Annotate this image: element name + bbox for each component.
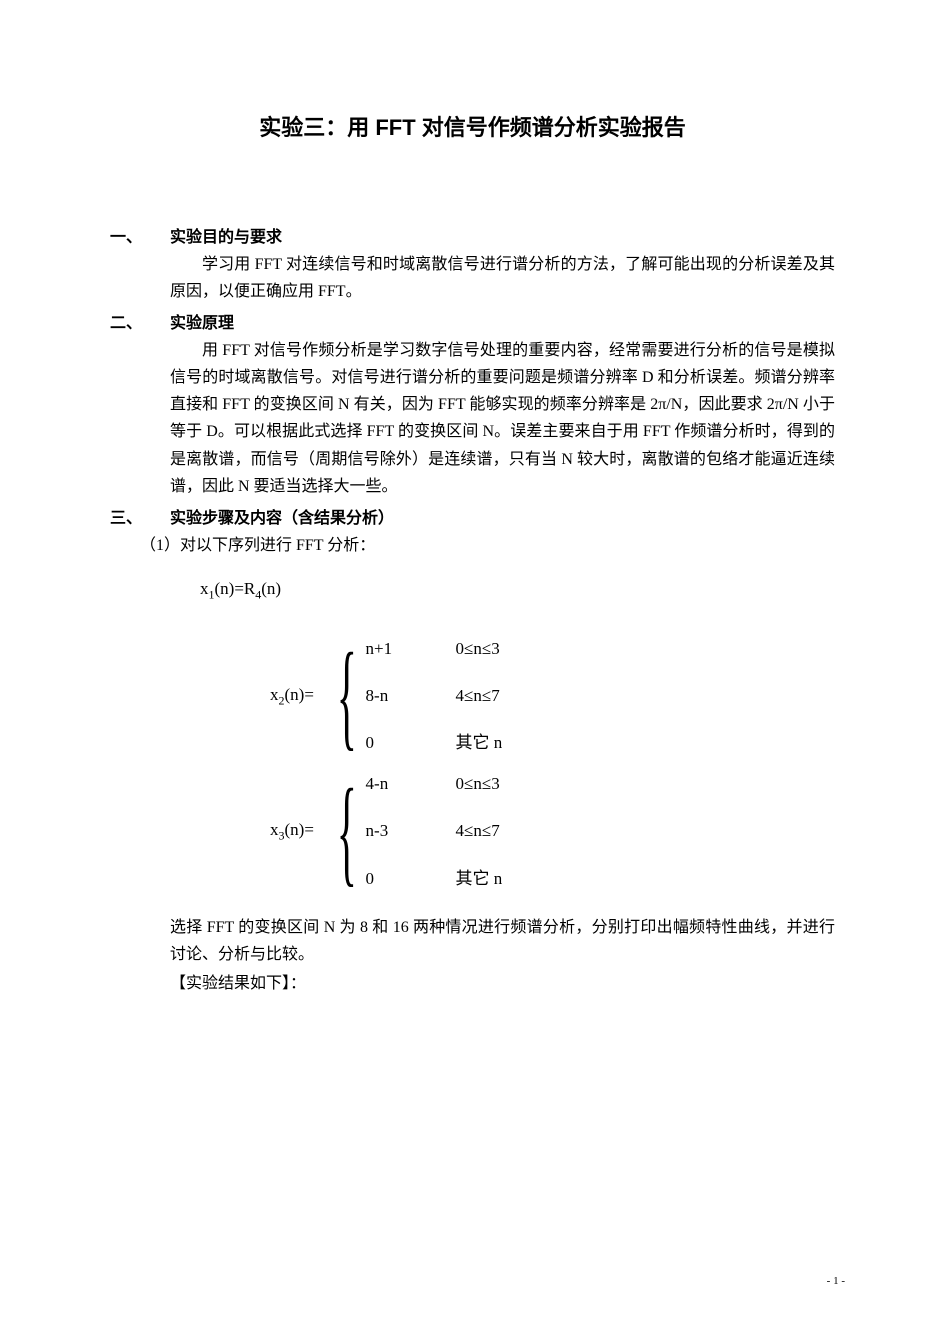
section-2-heading: 二、 实验原理 bbox=[110, 311, 835, 337]
formula-x3-case-1: 4-n 0≤n≤3 bbox=[366, 770, 503, 797]
section-3-heading: 三、 实验步骤及内容（含结果分析） bbox=[110, 506, 835, 532]
section-1-title: 实验目的与要求 bbox=[170, 225, 282, 251]
formula-x1-mid: (n)=R bbox=[215, 579, 256, 598]
formula-x3-label: x3(n)= bbox=[270, 816, 314, 846]
formula-x3-label-post: (n)= bbox=[285, 820, 314, 839]
section-2-title: 实验原理 bbox=[170, 311, 234, 337]
formula-x2-case-3: 0 其它 n bbox=[366, 729, 503, 756]
section-1-number: 一、 bbox=[110, 225, 170, 251]
formula-x2-case-1-expr: n+1 bbox=[366, 635, 456, 662]
formula-x2-case-3-cond: 其它 n bbox=[456, 729, 503, 756]
formula-x3-case-1-expr: 4-n bbox=[366, 770, 456, 797]
formula-x3-case-2-expr: n-3 bbox=[366, 817, 456, 844]
formula-x3-case-3-cond: 其它 n bbox=[456, 865, 503, 892]
formula-x2-label-post: (n)= bbox=[285, 685, 314, 704]
formula-x2-case-2: 8-n 4≤n≤7 bbox=[366, 682, 503, 709]
formula-x1-lhs: x bbox=[200, 579, 209, 598]
bottom-paragraph-2: 【实验结果如下】： bbox=[170, 970, 835, 997]
left-brace-icon: { bbox=[337, 774, 357, 888]
section-3-number: 三、 bbox=[110, 506, 170, 532]
section-2-body: 用 FFT 对信号作频分析是学习数字信号处理的重要内容，经常需要进行分析的信号是… bbox=[170, 337, 835, 500]
section-1-body: 学习用 FFT 对连续信号和时域离散信号进行谱分析的方法，了解可能出现的分析误差… bbox=[170, 251, 835, 305]
formula-x2-case-1: n+1 0≤n≤3 bbox=[366, 635, 503, 662]
formula-x2-case-3-expr: 0 bbox=[366, 729, 456, 756]
formula-x1: x1(n)=R4(n) bbox=[200, 575, 835, 605]
section-3-title: 实验步骤及内容（含结果分析） bbox=[170, 506, 394, 532]
formula-x3-case-3-expr: 0 bbox=[366, 865, 456, 892]
formula-x3-label-pre: x bbox=[270, 820, 279, 839]
formula-x3-case-3: 0 其它 n bbox=[366, 865, 503, 892]
formula-x1-tail: (n) bbox=[261, 579, 281, 598]
formula-x2-label-pre: x bbox=[270, 685, 279, 704]
formula-x3-cases: 4-n 0≤n≤3 n-3 4≤n≤7 0 其它 n bbox=[366, 770, 503, 892]
formula-x3-case-2: n-3 4≤n≤7 bbox=[366, 817, 503, 844]
section-3-item-1: （1）对以下序列进行 FFT 分析： bbox=[140, 533, 835, 559]
left-brace-icon: { bbox=[337, 638, 357, 752]
bottom-paragraph-1: 选择 FFT 的变换区间 N 为 8 和 16 两种情况进行频谱分析，分别打印出… bbox=[170, 914, 835, 968]
section-1-heading: 一、 实验目的与要求 bbox=[110, 225, 835, 251]
formula-x2-cases: n+1 0≤n≤3 8-n 4≤n≤7 0 其它 n bbox=[366, 635, 503, 757]
formula-x3: x3(n)= { 4-n 0≤n≤3 n-3 4≤n≤7 0 其它 n bbox=[270, 770, 835, 892]
formula-x2-case-2-cond: 4≤n≤7 bbox=[456, 682, 500, 709]
formula-x3-case-2-cond: 4≤n≤7 bbox=[456, 817, 500, 844]
formula-x2-label: x2(n)= bbox=[270, 681, 314, 711]
formula-x2: x2(n)= { n+1 0≤n≤3 8-n 4≤n≤7 0 其它 n bbox=[270, 635, 835, 757]
formula-x2-case-2-expr: 8-n bbox=[366, 682, 456, 709]
page-number: - 1 - bbox=[827, 1275, 845, 1287]
section-2-number: 二、 bbox=[110, 311, 170, 337]
formula-x3-case-1-cond: 0≤n≤3 bbox=[456, 770, 500, 797]
formula-x2-case-1-cond: 0≤n≤3 bbox=[456, 635, 500, 662]
page-title: 实验三：用 FFT 对信号作频谱分析实验报告 bbox=[110, 110, 835, 145]
